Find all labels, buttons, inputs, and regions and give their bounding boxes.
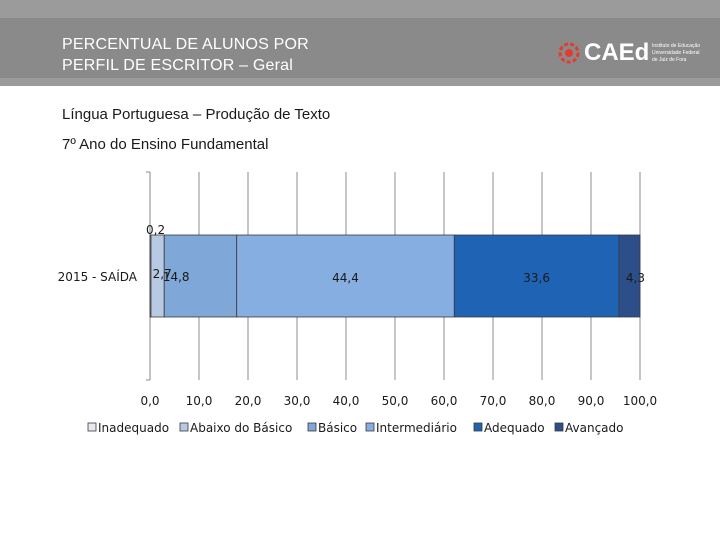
title-line-2: PERFIL DE ESCRITOR – Geral: [62, 57, 294, 74]
header-bar: [0, 18, 720, 78]
bar-segment-intermedi-rio: [236, 234, 455, 318]
subject-subtitle: Língua Portuguesa – Produção de Texto: [62, 106, 331, 123]
legend-swatch: [365, 422, 375, 432]
header-band: [0, 0, 720, 86]
x-tick-label: 80,0: [529, 394, 556, 408]
legend: Inadequado Abaixo do Básico Básico Intermed…: [87, 421, 623, 435]
x-tick-label: 0,0: [140, 394, 159, 408]
x-tick-label: 30,0: [284, 394, 311, 408]
x-tick-label: 40,0: [333, 394, 360, 408]
grade-subtitle: 7º Ano do Ensino Fundamental: [62, 136, 269, 153]
bar-segment-adequado: [453, 234, 620, 318]
logo-subtext: Instituto de Educação Universidade Feder…: [652, 43, 701, 63]
legend-label: Abaixo do Básico: [190, 421, 292, 435]
data-label: 44,4: [332, 271, 359, 285]
tick-labels-group: 0,0 10,0 20,0 30,0 40,0 50,0 60,0 70,0 80,0 90,0 1…: [140, 394, 657, 408]
data-labels-group: 0,2 2,714,8 44,4 33,6 4,3: [146, 223, 645, 285]
legend-label: Intermediário: [376, 421, 457, 435]
x-tick-label: 70,0: [480, 394, 507, 408]
bars-group: [149, 234, 641, 318]
caed-logo: CAEd Instituto de Educação Universidade …: [558, 39, 700, 68]
legend-swatch: [179, 422, 189, 432]
legend-swatch: [87, 422, 97, 432]
x-tick-label: 10,0: [186, 394, 213, 408]
data-label: 4,3: [626, 271, 645, 285]
data-label: 33,6: [523, 271, 550, 285]
legend-swatch: [554, 422, 564, 432]
legend-label: Avançado: [565, 421, 623, 435]
x-tick-label: 60,0: [431, 394, 458, 408]
legend-label: Inadequado: [98, 421, 169, 435]
data-label: 2,7: [153, 267, 172, 281]
bar-segment-avan-ado: [618, 234, 641, 318]
data-label: 14,8: [163, 270, 190, 284]
caed-logo-icon: [558, 42, 580, 64]
legend-label: Adequado: [484, 421, 545, 435]
bar-segment-b-sico: [163, 234, 238, 318]
title-line-1: PERCENTUAL DE ALUNOS POR: [62, 36, 309, 53]
x-tick-label: 90,0: [578, 394, 605, 408]
slide-title: PERCENTUAL DE ALUNOS POR PERFIL DE ESCRI…: [62, 34, 309, 76]
data-label: 0,2: [146, 223, 165, 237]
x-tick-label: 20,0: [235, 394, 262, 408]
category-label: 2015 - SAÍDA: [58, 269, 138, 284]
legend-swatch: [307, 422, 317, 432]
legend-swatch: [473, 422, 483, 432]
logo-text: CAEd: [584, 39, 650, 66]
legend-label: Básico: [318, 421, 357, 435]
category-labels-group: 2015 - SAÍDA: [58, 269, 138, 284]
x-tick-label: 100,0: [623, 394, 657, 408]
x-tick-label: 50,0: [382, 394, 409, 408]
